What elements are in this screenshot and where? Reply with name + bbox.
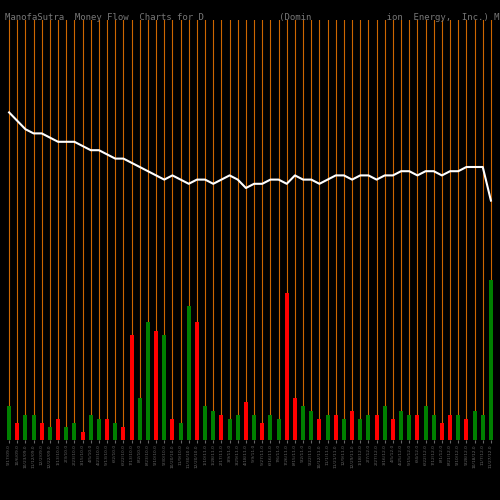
- Bar: [416, 415, 420, 440]
- Bar: [374, 415, 378, 440]
- Bar: [15, 423, 20, 440]
- Bar: [88, 415, 93, 440]
- Bar: [122, 428, 126, 440]
- Bar: [456, 415, 460, 440]
- Bar: [464, 419, 468, 440]
- Bar: [326, 415, 330, 440]
- Bar: [203, 406, 207, 440]
- Bar: [407, 415, 412, 440]
- Bar: [228, 419, 232, 440]
- Bar: [162, 335, 166, 440]
- Bar: [342, 419, 346, 440]
- Bar: [220, 415, 224, 440]
- Bar: [334, 415, 338, 440]
- Bar: [301, 406, 305, 440]
- Bar: [40, 423, 44, 440]
- Bar: [260, 423, 264, 440]
- Bar: [252, 415, 256, 440]
- Bar: [236, 415, 240, 440]
- Bar: [113, 423, 117, 440]
- Bar: [97, 419, 101, 440]
- Bar: [211, 410, 216, 440]
- Text: ManofaSutra  Money Flow  Charts for D              (Domin              ion  Ener: ManofaSutra Money Flow Charts for D (Dom…: [5, 12, 500, 22]
- Bar: [293, 398, 297, 440]
- Bar: [178, 423, 182, 440]
- Bar: [186, 306, 191, 440]
- Bar: [268, 415, 272, 440]
- Bar: [24, 415, 28, 440]
- Bar: [72, 423, 76, 440]
- Bar: [382, 406, 387, 440]
- Bar: [391, 419, 395, 440]
- Bar: [64, 428, 68, 440]
- Bar: [32, 415, 36, 440]
- Bar: [448, 415, 452, 440]
- Bar: [276, 419, 280, 440]
- Bar: [7, 406, 11, 440]
- Bar: [472, 410, 476, 440]
- Bar: [284, 293, 289, 440]
- Bar: [170, 419, 174, 440]
- Bar: [358, 419, 362, 440]
- Bar: [130, 335, 134, 440]
- Bar: [105, 419, 109, 440]
- Bar: [146, 322, 150, 440]
- Bar: [309, 410, 314, 440]
- Bar: [350, 410, 354, 440]
- Bar: [244, 402, 248, 440]
- Bar: [48, 428, 52, 440]
- Bar: [80, 432, 84, 440]
- Bar: [318, 419, 322, 440]
- Bar: [432, 415, 436, 440]
- Bar: [56, 419, 60, 440]
- Bar: [399, 410, 403, 440]
- Bar: [489, 280, 493, 440]
- Bar: [366, 415, 370, 440]
- Bar: [480, 415, 485, 440]
- Bar: [424, 406, 428, 440]
- Bar: [138, 398, 142, 440]
- Bar: [440, 423, 444, 440]
- Bar: [154, 331, 158, 440]
- Bar: [195, 322, 199, 440]
